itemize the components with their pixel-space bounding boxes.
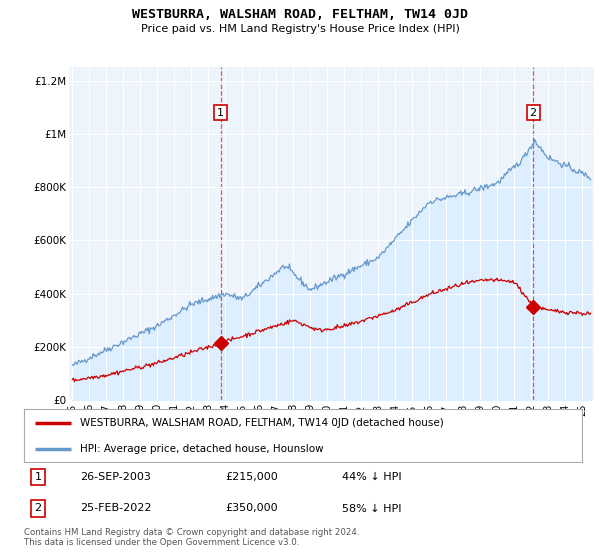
Text: 44% ↓ HPI: 44% ↓ HPI [342,472,401,482]
Text: £350,000: £350,000 [225,503,278,514]
Text: 25-FEB-2022: 25-FEB-2022 [80,503,151,514]
Text: 1: 1 [217,108,224,118]
Text: Price paid vs. HM Land Registry's House Price Index (HPI): Price paid vs. HM Land Registry's House … [140,24,460,34]
Text: WESTBURRA, WALSHAM ROAD, FELTHAM, TW14 0JD: WESTBURRA, WALSHAM ROAD, FELTHAM, TW14 0… [132,8,468,21]
Text: 1: 1 [34,472,41,482]
Text: 2: 2 [34,503,41,514]
Text: 58% ↓ HPI: 58% ↓ HPI [342,503,401,514]
Text: £215,000: £215,000 [225,472,278,482]
Text: Contains HM Land Registry data © Crown copyright and database right 2024.
This d: Contains HM Land Registry data © Crown c… [24,528,359,547]
Text: 2: 2 [530,108,537,118]
Text: WESTBURRA, WALSHAM ROAD, FELTHAM, TW14 0JD (detached house): WESTBURRA, WALSHAM ROAD, FELTHAM, TW14 0… [80,418,443,428]
Text: 26-SEP-2003: 26-SEP-2003 [80,472,151,482]
Text: HPI: Average price, detached house, Hounslow: HPI: Average price, detached house, Houn… [80,444,323,454]
